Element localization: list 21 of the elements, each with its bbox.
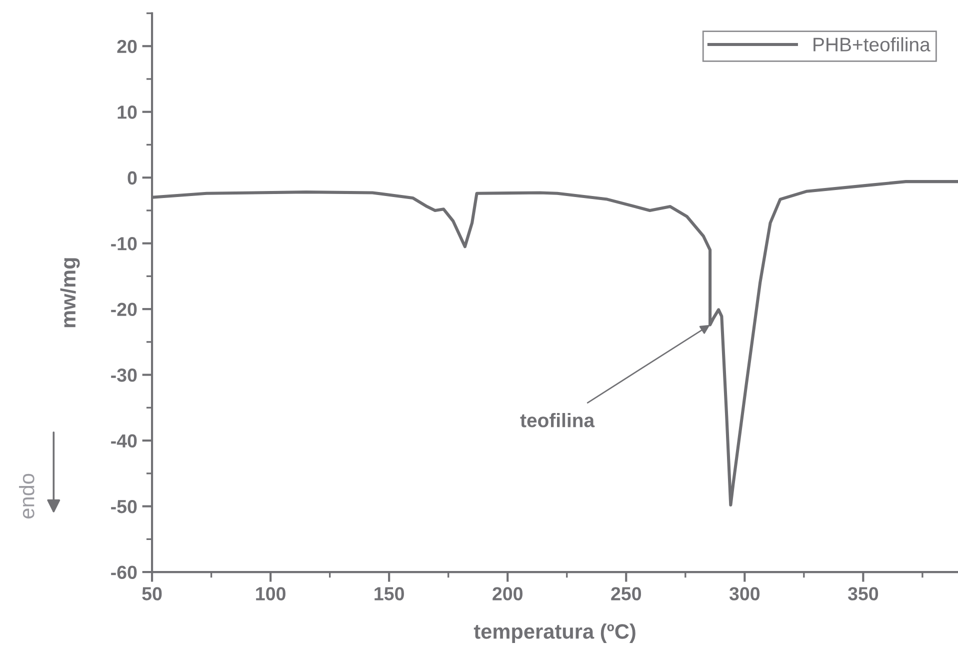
y-tick-label: -20 bbox=[111, 302, 137, 316]
legend-label: PHB+teofilina bbox=[814, 37, 930, 52]
x-tick-label: 50 bbox=[142, 587, 162, 600]
x-tick-label: 200 bbox=[492, 587, 522, 600]
text: endo bbox=[19, 474, 34, 518]
y-tick-label: -50 bbox=[111, 500, 137, 514]
x-tick-label: 250 bbox=[611, 587, 642, 600]
x-tick-label: 350 bbox=[848, 587, 878, 600]
y-tick-label: -10 bbox=[111, 237, 137, 250]
y-tick-label: 20 bbox=[117, 40, 137, 54]
x-tick-label: 300 bbox=[729, 587, 760, 600]
y-tick-label: -40 bbox=[111, 434, 137, 448]
y-tick-label: -60 bbox=[111, 566, 137, 580]
y-tick-label: 10 bbox=[118, 106, 137, 119]
y-tick-label: -30 bbox=[111, 368, 137, 382]
annotation: teofilina bbox=[520, 413, 595, 428]
x-axis-title: temperatura (ºC) bbox=[474, 624, 636, 643]
x-tick-label: 150 bbox=[374, 587, 404, 600]
x-tick-label: 100 bbox=[256, 587, 286, 600]
y-axis-title: mw/mg bbox=[60, 258, 80, 328]
y-tick-label: 0 bbox=[128, 171, 137, 185]
